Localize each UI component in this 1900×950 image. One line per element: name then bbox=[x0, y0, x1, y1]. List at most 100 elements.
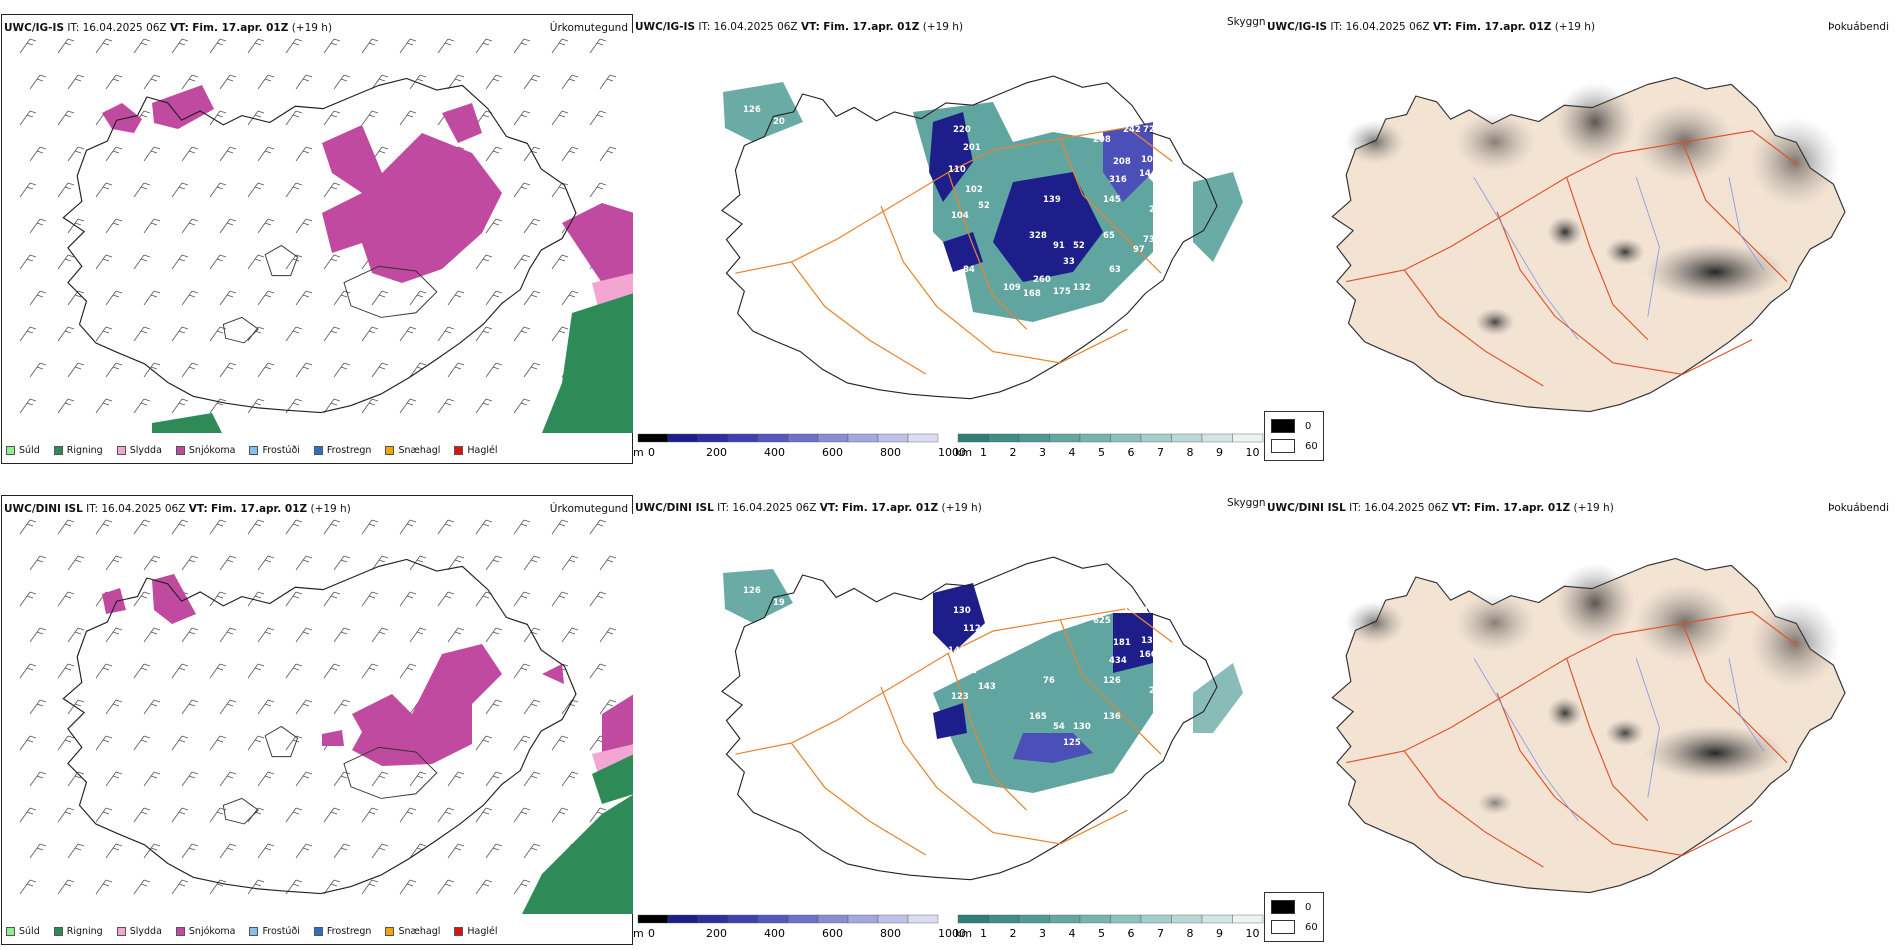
it-value: 16.04.2025 06Z bbox=[713, 21, 798, 33]
fog-map[interactable] bbox=[1265, 32, 1897, 432]
wind-barb bbox=[295, 74, 313, 90]
cloud-base-label: 217 bbox=[1149, 686, 1167, 696]
wind-barb bbox=[361, 326, 379, 342]
wind-barb bbox=[29, 771, 47, 787]
visibility-scale-unit: km bbox=[955, 446, 972, 459]
cloudbase-scale-swatch bbox=[667, 433, 699, 443]
color-scales: m 0 200 400 600 800 1000 km 1 2 3 4 5 6 7 8 9 10 bbox=[633, 911, 1265, 943]
rain-area bbox=[562, 393, 604, 415]
cloud-base-label: 165 bbox=[719, 145, 737, 155]
panel-header: UWC/DINI ISL IT: 16.04.2025 06Z VT: Fim.… bbox=[1267, 502, 1895, 518]
model-name: UWC/IG-IS bbox=[4, 22, 65, 34]
wind-barb bbox=[485, 771, 503, 787]
wind-barb bbox=[95, 663, 113, 679]
wind-barb bbox=[257, 555, 275, 571]
low-visibility-area bbox=[1193, 663, 1243, 733]
cloudbase-scale-tick: 600 bbox=[822, 446, 843, 459]
low-cloud-area bbox=[943, 232, 983, 272]
precip-type-map[interactable] bbox=[2, 514, 634, 914]
wind-barb bbox=[57, 591, 75, 607]
cloud-base-label: 54 bbox=[1053, 722, 1065, 732]
wind-barb bbox=[247, 254, 265, 270]
wind-barb bbox=[523, 218, 541, 234]
cloud-base-label: 63 bbox=[1109, 265, 1121, 275]
cloud-base-label: 126 bbox=[743, 586, 761, 596]
wind-barb bbox=[323, 254, 341, 270]
cloud-base-label: 139 bbox=[1043, 195, 1061, 205]
visibility-scale-swatch bbox=[1079, 914, 1111, 924]
legend-swatch bbox=[6, 445, 15, 455]
legend-label: Frostúði bbox=[262, 925, 300, 937]
fog-scale-black bbox=[1271, 900, 1295, 914]
cloudbase-scale-swatch bbox=[757, 914, 789, 924]
wind-barb bbox=[551, 807, 569, 823]
wind-barb bbox=[247, 663, 265, 679]
wind-barb bbox=[399, 663, 417, 679]
legend-swatch bbox=[454, 926, 464, 936]
panel-header: UWC/IG-IS IT: 16.04.2025 06Z VT: Fim. 17… bbox=[1267, 21, 1895, 37]
cloud-base-label: 52 bbox=[1073, 241, 1085, 251]
legend-item: Haglél bbox=[454, 445, 498, 456]
wind-barb bbox=[209, 254, 227, 270]
roads bbox=[1346, 611, 1799, 868]
panel-title: Þokuábendi bbox=[1828, 502, 1889, 514]
it-label: IT: bbox=[1330, 21, 1343, 33]
wind-barb bbox=[399, 38, 417, 54]
wind-barb bbox=[399, 519, 417, 535]
cloud-base-label: 168 bbox=[1023, 289, 1041, 299]
wind-barb bbox=[551, 326, 569, 342]
precip-type-map[interactable] bbox=[2, 33, 634, 433]
cloud-base-label: 242 bbox=[1123, 125, 1141, 135]
cloudbase-scale-tick: 200 bbox=[706, 446, 727, 459]
wind-barb bbox=[247, 519, 265, 535]
model-name: UWC/IG-IS bbox=[1267, 21, 1328, 33]
wind-barb bbox=[371, 555, 389, 571]
wind-barb bbox=[143, 290, 161, 306]
snow-area bbox=[152, 574, 196, 624]
fog-map[interactable] bbox=[1265, 513, 1897, 913]
snow-area bbox=[322, 125, 502, 283]
wind-barb bbox=[285, 807, 303, 823]
precip-type-panel-row2: UWC/DINI ISL IT: 16.04.2025 06Z VT: Fim.… bbox=[1, 495, 634, 945]
legend-label: Snjókoma bbox=[188, 444, 236, 456]
wind-barb bbox=[95, 254, 113, 270]
wind-barb bbox=[399, 879, 417, 895]
cloud-base-label: 130 bbox=[1141, 636, 1159, 646]
cloud-base-label: 84 bbox=[963, 265, 975, 275]
legend-swatch bbox=[53, 926, 63, 936]
it-value: 16.04.2025 06Z bbox=[1364, 502, 1449, 514]
cloud-visibility-map[interactable]: 126 165 20 220 201 110 102 52 104 139 208 242 72 316 2… bbox=[633, 32, 1265, 432]
fog-scale: 0 60 bbox=[1264, 411, 1324, 461]
wind-barb bbox=[589, 182, 607, 198]
wind-barb bbox=[219, 362, 237, 378]
visibility-scale-swatch bbox=[1232, 433, 1264, 443]
wind-barb bbox=[19, 326, 37, 342]
legend-swatch bbox=[116, 926, 126, 936]
it-value: 16.04.2025 06Z bbox=[1345, 21, 1430, 33]
cloudbase-scale-swatch bbox=[727, 914, 759, 924]
fog-scale-min: 0 bbox=[1305, 901, 1312, 913]
wind-barb bbox=[181, 74, 199, 90]
wind-barb bbox=[247, 38, 265, 54]
wind-barb bbox=[371, 843, 389, 859]
vt-label: VT: bbox=[169, 22, 189, 34]
wind-barb bbox=[323, 807, 341, 823]
wind-barb bbox=[333, 843, 351, 859]
legend-swatch bbox=[385, 445, 395, 455]
cloudbase-scale-swatch bbox=[817, 914, 849, 924]
wind-barb bbox=[29, 627, 47, 643]
wind-barb bbox=[475, 254, 493, 270]
cloud-base-label: 208 bbox=[1093, 135, 1111, 145]
legend-swatch bbox=[313, 445, 323, 455]
cloud-base-label: 130 bbox=[953, 606, 971, 616]
wind-barb bbox=[171, 38, 189, 54]
visibility-scale-tick: 10 bbox=[1246, 927, 1260, 940]
wind-barb bbox=[285, 663, 303, 679]
cloudbase-scale-swatch bbox=[847, 914, 879, 924]
wind-barb bbox=[67, 843, 85, 859]
low-visibility-area bbox=[723, 569, 793, 623]
wind-barb bbox=[257, 627, 275, 643]
vt-value: Fim. 17.apr. 01Z bbox=[192, 22, 289, 34]
cloud-base-label: 291 bbox=[1149, 205, 1167, 215]
